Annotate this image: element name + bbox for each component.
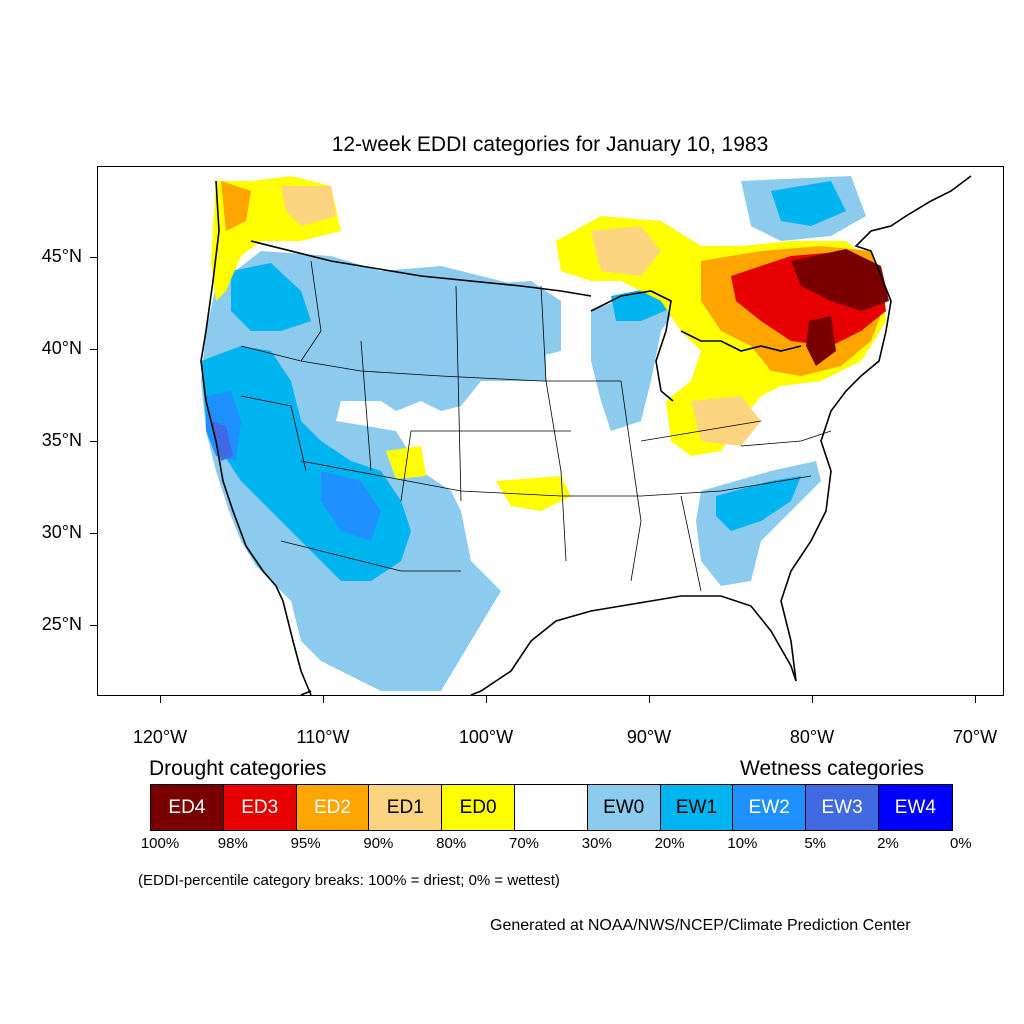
drought-categories-heading: Drought categories [149,757,327,780]
drought-region-ed4-northeast [791,249,889,311]
category-fills [201,176,889,691]
percentile-break-label: 0% [949,835,972,852]
wet-patch-ew3-ca [211,421,233,461]
legend-swatch-ed1: ED1 [369,785,443,830]
percentile-break-label: 20% [654,835,685,852]
wet-region-northern-plains [456,281,561,371]
longitude-tick [323,696,324,703]
wet-region-southeast-ew1 [716,476,801,531]
map-title: 12-week EDDI categories for January 10, … [331,133,769,156]
wet-region-canada-east-ew1 [771,181,846,226]
latitude-label: 35°N [41,430,82,450]
latitude-label: 25°N [41,614,82,634]
coastline-gulf [300,595,797,695]
eddi-map [97,166,1004,696]
category-breaks-note: (EDDI-percentile category breaks: 100% =… [138,872,560,889]
coastline-west [200,180,312,695]
legend-swatch-ed4: ED4 [151,785,224,830]
legend-swatch-ew1: EW1 [660,785,734,830]
legend-swatch-ed0: ED0 [442,785,515,830]
credit-line: Generated at NOAA/NWS/NCEP/Climate Predi… [490,917,911,934]
wet-patch-ew2-az [321,471,381,541]
legend-swatch-normal [514,785,588,830]
percentile-break-label: 100% [140,835,180,852]
percentile-break-label: 95% [290,835,321,852]
longitude-tick [486,696,487,703]
latitude-tick [90,257,97,258]
drought-region-ed2-pnw [221,181,251,231]
drought-region-ed0-ok [496,476,571,511]
percentile-break-label: 98% [217,835,248,852]
map-canvas [200,175,972,695]
legend-swatch-ed2: ED2 [296,785,370,830]
wet-region-southeast [696,461,821,586]
longitude-tick [812,696,813,703]
drought-region-ed4-ny [806,316,836,366]
legend-swatch-ed3: ED3 [223,785,297,830]
latitude-label: 45°N [41,246,82,266]
wetness-categories-heading: Wetness categories [740,757,925,780]
category-color-bar: ED4 ED3 ED2 ED1 ED0 EW0 EW1 EW2 EW3 EW4 [150,784,953,831]
longitude-label: 110°W [296,727,350,747]
longitude-tick [649,696,650,703]
state-lines [240,260,832,592]
percentile-break-label: 10% [727,835,758,852]
latitude-label: 40°N [41,338,82,358]
longitude-label: 80°W [789,727,835,747]
latitude-tick [90,533,97,534]
legend-swatch-ew3: EW3 [806,785,879,830]
coastline-east [780,175,972,682]
latitude-tick [90,441,97,442]
us-canada-border [250,240,592,297]
percentile-break-label: 5% [804,835,827,852]
wet-region-northwest-ew1 [231,263,311,331]
percentile-break-label: 2% [877,835,899,852]
wet-region-great-lakes [591,291,681,431]
longitude-label: 90°W [626,727,672,747]
great-lakes [590,290,802,402]
latitude-label: 30°N [41,522,82,542]
drought-region-ed0-nm [386,446,426,479]
legend-swatch-ew0: EW0 [587,785,661,830]
latitude-tick [90,349,97,350]
drought-region-ed1-north [591,226,661,276]
legend-swatch-ew4: EW4 [878,785,952,830]
legend-swatch-ew2: EW2 [733,785,807,830]
longitude-label: 100°W [458,727,514,747]
boundaries [200,175,972,695]
longitude-label: 70°W [952,727,998,747]
latitude-tick [90,625,97,626]
longitude-tick [975,696,976,703]
longitude-tick [160,696,161,703]
percentile-break-label: 80% [436,835,467,852]
drought-region-ed1-ohio [691,396,761,446]
longitude-label: 120°W [132,727,188,747]
percentile-break-label: 30% [581,835,612,852]
percentile-break-label: 90% [363,835,394,852]
drought-region-ed1-pnw [281,186,336,226]
percentile-break-label: 70% [508,835,540,852]
